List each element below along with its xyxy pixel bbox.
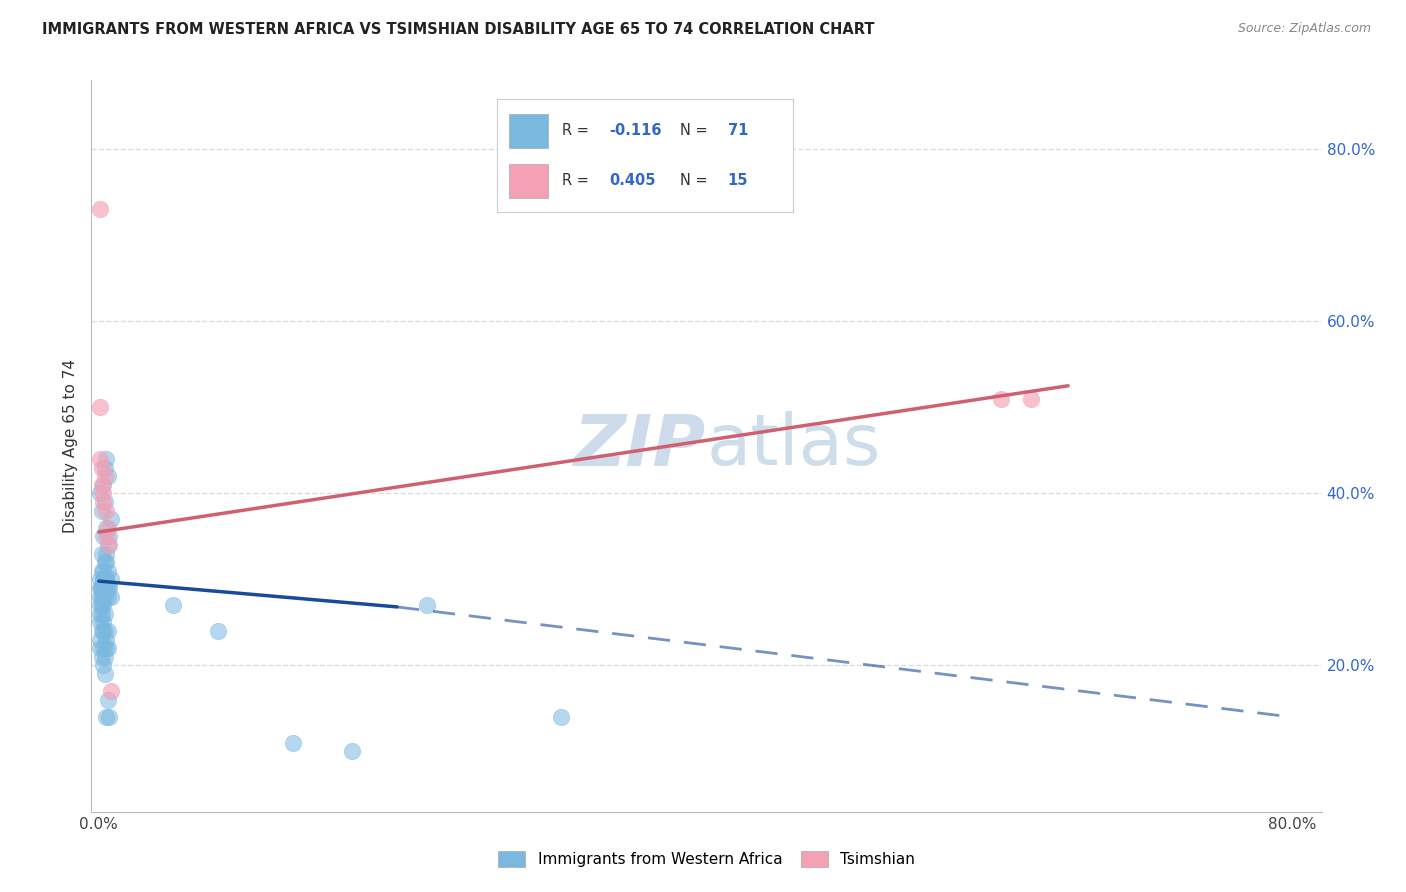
Point bbox=[97, 641, 120, 656]
Point bbox=[94, 460, 117, 475]
Point bbox=[89, 598, 111, 612]
Point bbox=[90, 460, 112, 475]
Point bbox=[89, 590, 111, 604]
Point bbox=[89, 607, 111, 621]
Point bbox=[90, 649, 112, 664]
Point bbox=[94, 581, 117, 595]
Point bbox=[94, 495, 117, 509]
Point bbox=[89, 451, 111, 466]
Point bbox=[97, 538, 120, 552]
Point bbox=[97, 469, 120, 483]
Point bbox=[97, 624, 120, 638]
Point bbox=[90, 590, 112, 604]
Point bbox=[91, 486, 114, 500]
Point bbox=[91, 573, 114, 587]
Point bbox=[91, 624, 114, 638]
Point bbox=[94, 555, 117, 569]
Point bbox=[207, 624, 229, 638]
Text: ZIP: ZIP bbox=[574, 411, 706, 481]
Point bbox=[342, 744, 364, 758]
Point bbox=[96, 710, 118, 724]
Point bbox=[91, 495, 114, 509]
Point bbox=[98, 538, 121, 552]
Point bbox=[97, 564, 120, 578]
Point bbox=[96, 451, 118, 466]
Y-axis label: Disability Age 65 to 74: Disability Age 65 to 74 bbox=[63, 359, 79, 533]
Point bbox=[96, 632, 118, 647]
Point bbox=[96, 503, 118, 517]
Point bbox=[90, 598, 112, 612]
Point bbox=[89, 202, 111, 217]
Point bbox=[96, 555, 118, 569]
Point bbox=[90, 477, 112, 491]
Point bbox=[94, 590, 117, 604]
Point bbox=[91, 564, 114, 578]
Point bbox=[90, 547, 112, 561]
Point bbox=[90, 607, 112, 621]
Point bbox=[100, 512, 122, 526]
Point bbox=[90, 503, 112, 517]
Point bbox=[1019, 392, 1042, 406]
Point bbox=[96, 573, 118, 587]
Point bbox=[98, 581, 121, 595]
Point bbox=[97, 693, 120, 707]
Point bbox=[94, 649, 117, 664]
Point bbox=[98, 529, 121, 543]
Point bbox=[94, 469, 117, 483]
Point bbox=[90, 624, 112, 638]
Point bbox=[96, 547, 118, 561]
Point bbox=[89, 401, 111, 415]
Point bbox=[94, 607, 117, 621]
Point bbox=[94, 624, 117, 638]
Point bbox=[100, 684, 122, 698]
Point bbox=[97, 590, 120, 604]
Point bbox=[89, 615, 111, 630]
Point bbox=[89, 632, 111, 647]
Point bbox=[89, 641, 111, 656]
Point bbox=[91, 615, 114, 630]
Point bbox=[97, 581, 120, 595]
Point bbox=[990, 392, 1012, 406]
Point bbox=[96, 521, 118, 535]
Point bbox=[90, 581, 112, 595]
Point bbox=[91, 477, 114, 491]
Legend: Immigrants from Western Africa, Tsimshian: Immigrants from Western Africa, Tsimshia… bbox=[492, 845, 921, 873]
Point bbox=[90, 581, 112, 595]
Point bbox=[100, 590, 122, 604]
Point bbox=[90, 564, 112, 578]
Point bbox=[162, 598, 184, 612]
Point bbox=[416, 598, 439, 612]
Point bbox=[91, 590, 114, 604]
Text: Source: ZipAtlas.com: Source: ZipAtlas.com bbox=[1237, 22, 1371, 36]
Point bbox=[94, 573, 117, 587]
Text: IMMIGRANTS FROM WESTERN AFRICA VS TSIMSHIAN DISABILITY AGE 65 TO 74 CORRELATION : IMMIGRANTS FROM WESTERN AFRICA VS TSIMSH… bbox=[42, 22, 875, 37]
Point bbox=[96, 581, 118, 595]
Point bbox=[96, 641, 118, 656]
Text: atlas: atlas bbox=[706, 411, 882, 481]
Point bbox=[98, 710, 121, 724]
Point bbox=[91, 529, 114, 543]
Point bbox=[550, 710, 572, 724]
Point bbox=[91, 658, 114, 673]
Point bbox=[100, 573, 122, 587]
Point bbox=[91, 573, 114, 587]
Point bbox=[96, 573, 118, 587]
Point bbox=[96, 529, 118, 543]
Point bbox=[91, 581, 114, 595]
Point bbox=[89, 573, 111, 587]
Point bbox=[91, 641, 114, 656]
Point bbox=[89, 581, 111, 595]
Point bbox=[97, 521, 120, 535]
Point bbox=[94, 667, 117, 681]
Point bbox=[91, 598, 114, 612]
Point bbox=[89, 486, 111, 500]
Point bbox=[281, 736, 304, 750]
